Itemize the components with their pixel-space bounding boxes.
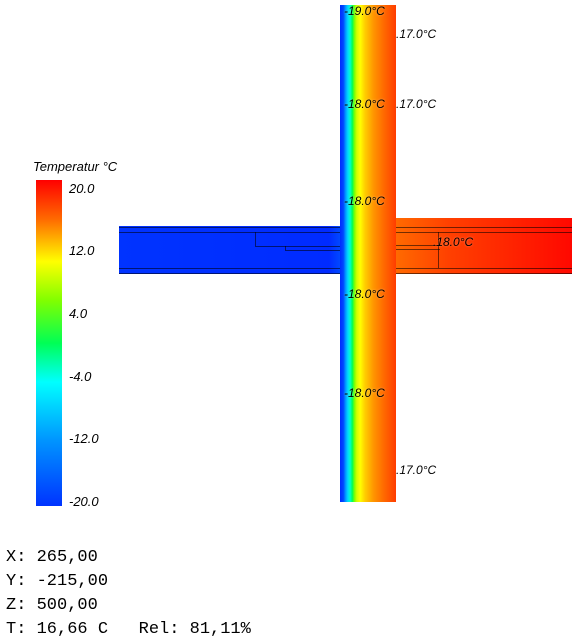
status-readout: Z: 500,00 (6, 596, 98, 615)
section-outline (119, 227, 340, 228)
temperature-annotation: -18.0°C (344, 194, 385, 208)
temperature-annotation: -18.0°C (344, 386, 385, 400)
legend-tick: 20.0 (69, 181, 94, 196)
section-outline (396, 227, 572, 228)
section-outline (255, 246, 340, 247)
section-outline (119, 273, 340, 274)
temperature-annotation: -18.0°C (344, 97, 385, 111)
temperature-annotation: .17.0°C (396, 27, 436, 41)
legend-title: Temperatur °C (33, 159, 117, 174)
status-readout: X: 265,00 (6, 548, 98, 567)
status-readout: Y: -215,00 (6, 572, 108, 591)
legend-colorbar (36, 180, 62, 506)
thermal-diagram: Temperatur °C 20.012.04.0-4.0-12.0-20.0 … (0, 0, 576, 639)
temperature-annotation: .17.0°C (396, 463, 436, 477)
section-outline (396, 268, 572, 269)
temperature-annotation: .18.0°C (433, 235, 473, 249)
legend-tick: 12.0 (69, 243, 94, 258)
legend-tick: -20.0 (69, 494, 99, 509)
section-outline (396, 249, 440, 250)
section-outline (285, 246, 286, 250)
section-outline (119, 268, 340, 269)
temperature-annotation: -19.0°C (344, 4, 385, 18)
temperature-annotation: -18.0°C (344, 287, 385, 301)
legend-tick: -12.0 (69, 431, 99, 446)
section-outline (396, 273, 572, 274)
temperature-annotation: .17.0°C (396, 97, 436, 111)
legend-tick: -4.0 (69, 369, 91, 384)
section-outline (285, 250, 340, 251)
vertical-section (340, 5, 396, 502)
section-outline (119, 232, 340, 233)
section-outline (255, 232, 256, 246)
status-readout: T: 16,66 C Rel: 81,11% (6, 620, 251, 639)
section-outline (396, 232, 572, 233)
legend-tick: 4.0 (69, 306, 87, 321)
